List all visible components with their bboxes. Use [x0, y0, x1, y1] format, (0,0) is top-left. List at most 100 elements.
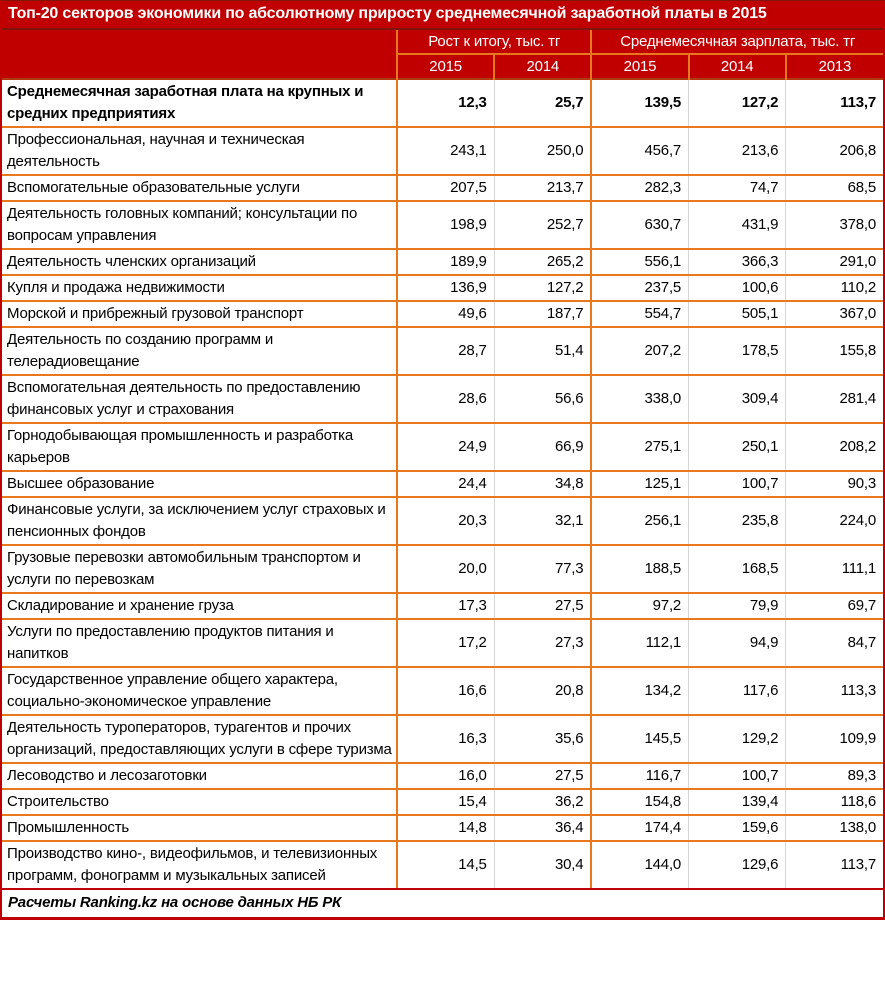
- value-cell: 207,5: [395, 174, 495, 201]
- table-row: Государственное управление общего характ…: [2, 666, 883, 715]
- value-cell: 14,8: [395, 814, 495, 841]
- table-row: Вспомогательная деятельность по предоста…: [2, 374, 883, 423]
- salary-year-2014-header: 2014: [687, 53, 786, 79]
- value-cell: 291,0: [785, 248, 883, 275]
- value-cell: 206,8: [785, 126, 883, 175]
- value-cell: 30,4: [493, 840, 592, 888]
- table-body: Среднемесячная заработная плата на крупн…: [2, 78, 883, 888]
- value-cell: 118,6: [785, 788, 883, 815]
- sector-name: Грузовые перевозки автомобильным транспо…: [2, 544, 397, 593]
- value-cell: 282,3: [590, 174, 689, 201]
- sector-column-header: [2, 30, 397, 79]
- year-header-row: 2015 2014 2015 2014 2013: [2, 53, 883, 79]
- sector-name: Профессиональная, научная и техническая …: [2, 126, 397, 175]
- value-cell: 20,0: [395, 544, 495, 593]
- value-cell: 208,2: [785, 422, 883, 471]
- value-cell: 213,7: [493, 174, 592, 201]
- value-cell: 250,1: [688, 422, 786, 471]
- value-cell: 16,0: [395, 762, 495, 789]
- sector-name: Деятельность головных компаний; консульт…: [2, 200, 397, 249]
- value-cell: 127,2: [688, 78, 786, 127]
- value-cell: 27,5: [493, 592, 592, 619]
- value-cell: 110,2: [785, 274, 883, 301]
- value-cell: 77,3: [493, 544, 592, 593]
- value-cell: 113,3: [785, 666, 883, 715]
- value-cell: 138,0: [785, 814, 883, 841]
- value-cell: 117,6: [688, 666, 786, 715]
- value-cell: 97,2: [590, 592, 689, 619]
- value-cell: 24,4: [395, 470, 495, 497]
- value-cell: 630,7: [590, 200, 689, 249]
- value-cell: 155,8: [785, 326, 883, 375]
- value-cell: 74,7: [688, 174, 786, 201]
- sector-name: Деятельность членских организаций: [2, 248, 397, 275]
- growth-year-2014-header: 2014: [493, 53, 592, 79]
- value-cell: 198,9: [395, 200, 495, 249]
- table-header: Рост к итогу, тыс. тг Среднемесячная зар…: [2, 30, 883, 79]
- value-cell: 24,9: [395, 422, 495, 471]
- value-cell: 136,9: [395, 274, 495, 301]
- growth-group-header: Рост к итогу, тыс. тг: [395, 30, 592, 54]
- value-cell: 100,6: [688, 274, 786, 301]
- value-cell: 144,0: [590, 840, 689, 888]
- value-cell: 129,2: [688, 714, 786, 763]
- value-cell: 34,8: [493, 470, 592, 497]
- sector-name: Складирование и хранение груза: [2, 592, 397, 619]
- sector-name: Среднемесячная заработная плата на крупн…: [2, 78, 397, 127]
- value-cell: 431,9: [688, 200, 786, 249]
- value-cell: 189,9: [395, 248, 495, 275]
- value-cell: 111,1: [785, 544, 883, 593]
- value-cell: 49,6: [395, 300, 495, 327]
- sector-name: Горнодобывающая промышленность и разрабо…: [2, 422, 397, 471]
- value-cell: 252,7: [493, 200, 592, 249]
- table-row: Деятельность головных компаний; консульт…: [2, 200, 883, 249]
- sector-name: Производство кино-, видеофильмов, и теле…: [2, 840, 397, 888]
- value-cell: 17,3: [395, 592, 495, 619]
- value-cell: 94,9: [688, 618, 786, 667]
- value-cell: 127,2: [493, 274, 592, 301]
- value-cell: 556,1: [590, 248, 689, 275]
- table-row: Грузовые перевозки автомобильным транспо…: [2, 544, 883, 593]
- value-cell: 256,1: [590, 496, 689, 545]
- table-row: Лесоводство и лесозаготовки 16,0 27,5 11…: [2, 762, 883, 789]
- value-cell: 12,3: [395, 78, 495, 127]
- salary-year-2015-header: 2015: [590, 53, 689, 79]
- sector-name: Строительство: [2, 788, 397, 815]
- value-cell: 68,5: [785, 174, 883, 201]
- value-cell: 338,0: [590, 374, 689, 423]
- value-cell: 112,1: [590, 618, 689, 667]
- sector-name: Морской и прибрежный грузовой транспорт: [2, 300, 397, 327]
- value-cell: 281,4: [785, 374, 883, 423]
- sector-name: Услуги по предоставлению продуктов питан…: [2, 618, 397, 667]
- value-cell: 235,8: [688, 496, 786, 545]
- value-cell: 84,7: [785, 618, 883, 667]
- salary-year-2013-header: 2013: [784, 53, 883, 79]
- value-cell: 32,1: [493, 496, 592, 545]
- value-cell: 237,5: [590, 274, 689, 301]
- value-cell: 367,0: [785, 300, 883, 327]
- table-row: Услуги по предоставлению продуктов питан…: [2, 618, 883, 667]
- sector-name: Деятельность по созданию программ и теле…: [2, 326, 397, 375]
- value-cell: 28,6: [395, 374, 495, 423]
- value-cell: 14,5: [395, 840, 495, 888]
- value-cell: 159,6: [688, 814, 786, 841]
- table-row: Деятельность туроператоров, турагентов и…: [2, 714, 883, 763]
- value-cell: 113,7: [785, 840, 883, 888]
- value-cell: 28,7: [395, 326, 495, 375]
- table-row: Финансовые услуги, за исключением услуг …: [2, 496, 883, 545]
- value-cell: 139,5: [590, 78, 689, 127]
- source-note: Расчеты Ranking.kz на основе данных НБ Р…: [2, 888, 883, 917]
- sector-name: Промышленность: [2, 814, 397, 841]
- value-cell: 116,7: [590, 762, 689, 789]
- value-cell: 309,4: [688, 374, 786, 423]
- table-row: Строительство 15,4 36,2 154,8 139,4 118,…: [2, 788, 883, 815]
- growth-year-2015-header: 2015: [395, 53, 495, 79]
- value-cell: 17,2: [395, 618, 495, 667]
- value-cell: 79,9: [688, 592, 786, 619]
- value-cell: 125,1: [590, 470, 689, 497]
- value-cell: 36,2: [493, 788, 592, 815]
- ranking-table-sheet: Топ-20 секторов экономики по абсолютному…: [0, 0, 885, 920]
- group-header-row: Рост к итогу, тыс. тг Среднемесячная зар…: [2, 30, 883, 79]
- sector-name: Вспомогательные образовательные услуги: [2, 174, 397, 201]
- table-row: Профессиональная, научная и техническая …: [2, 126, 883, 175]
